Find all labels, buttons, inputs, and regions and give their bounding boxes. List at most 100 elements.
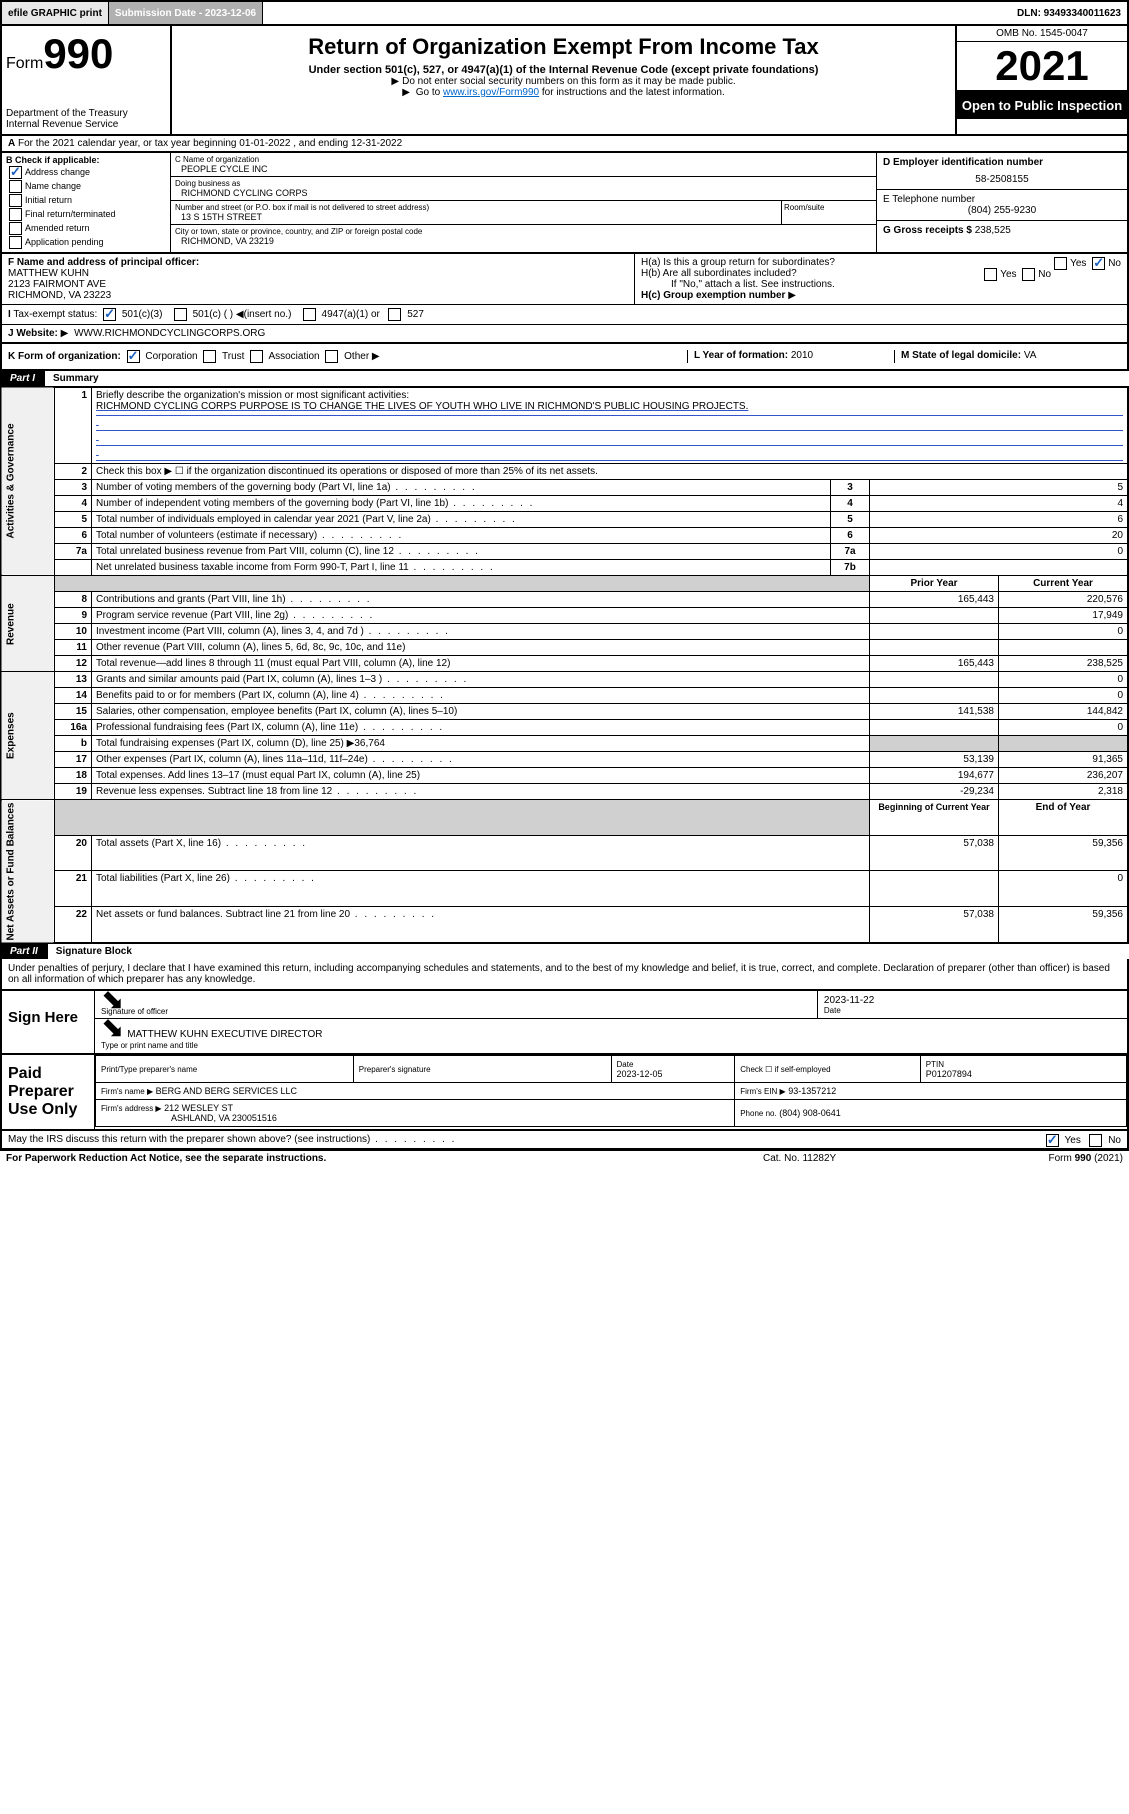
m-val: VA: [1024, 350, 1037, 361]
firm-phone: (804) 908-0641: [779, 1108, 841, 1118]
l-val: 2010: [791, 350, 813, 361]
cb-trust[interactable]: [203, 350, 216, 363]
prior-label: Prior Year: [870, 576, 999, 592]
note-link: Go to www.irs.gov/Form990 for instructio…: [176, 87, 951, 98]
i-label: Tax-exempt status:: [13, 309, 97, 320]
b-label: B Check if applicable:: [6, 155, 166, 165]
hb-yes[interactable]: [984, 268, 997, 281]
cb-527[interactable]: [388, 308, 401, 321]
q6: Total number of volunteers (estimate if …: [92, 528, 831, 544]
sig-officer-label: Signature of officer: [101, 1007, 811, 1016]
e14: Benefits paid to or for members (Part IX…: [92, 688, 870, 704]
e15: Salaries, other compensation, employee b…: [92, 704, 870, 720]
e13: Grants and similar amounts paid (Part IX…: [92, 672, 870, 688]
c-name-label: C Name of organization: [175, 155, 872, 164]
sig-date-val: 2023-11-22: [824, 995, 1121, 1006]
firm-addr2: ASHLAND, VA 230051516: [101, 1113, 277, 1123]
ha-no[interactable]: [1092, 257, 1105, 270]
note2-pre: Go to: [416, 87, 443, 98]
r9: Program service revenue (Part VIII, line…: [92, 608, 870, 624]
firm-addr-label: Firm's address ▶: [101, 1104, 162, 1113]
may-irs-yes[interactable]: [1046, 1134, 1059, 1147]
r11: Other revenue (Part VIII, column (A), li…: [92, 640, 870, 656]
a-text: For the 2021 calendar year, or tax year …: [18, 138, 402, 149]
pn22: 57,038: [870, 906, 999, 943]
pe13: [870, 672, 999, 688]
r12: Total revenue—add lines 8 through 11 (mu…: [92, 656, 870, 672]
dept-label: Department of the Treasury Internal Reve…: [6, 108, 166, 130]
c10: 0: [999, 624, 1129, 640]
pe14: [870, 688, 999, 704]
v5: 6: [870, 512, 1129, 528]
cb-name-change[interactable]: Name change: [6, 180, 166, 193]
ha-yes[interactable]: [1054, 257, 1067, 270]
may-irs-no[interactable]: [1089, 1134, 1102, 1147]
pe19: -29,234: [870, 784, 999, 800]
ce14: 0: [999, 688, 1129, 704]
j-label: Website:: [16, 328, 58, 339]
k-label: K Form of organization:: [8, 351, 121, 362]
ce16a: 0: [999, 720, 1129, 736]
dba-label: Doing business as: [175, 179, 872, 188]
omb-label: OMB No. 1545-0047: [957, 26, 1127, 42]
line-a: A For the 2021 calendar year, or tax yea…: [0, 136, 1129, 153]
cb-assoc[interactable]: [250, 350, 263, 363]
c-name-val: PEOPLE CYCLE INC: [175, 164, 872, 174]
pn20: 57,038: [870, 835, 999, 871]
submission-date: Submission Date - 2023-12-06: [109, 2, 263, 24]
blank-line: [96, 431, 1123, 446]
cb-amended[interactable]: Amended return: [6, 222, 166, 235]
d-label: D Employer identification number: [883, 157, 1121, 168]
room-label: Room/suite: [781, 201, 876, 224]
v4: 4: [870, 496, 1129, 512]
hb-no[interactable]: [1022, 268, 1035, 281]
firm-phone-label: Phone no.: [740, 1109, 776, 1118]
e19: Revenue less expenses. Subtract line 18 …: [92, 784, 870, 800]
cb-501c[interactable]: [174, 308, 187, 321]
pt-ptin: P01207894: [926, 1069, 972, 1079]
cb-corp[interactable]: [127, 350, 140, 363]
preparer-table: Print/Type preparer's name Preparer's si…: [95, 1055, 1127, 1127]
n20: Total assets (Part X, line 16): [92, 835, 870, 871]
g-label: G Gross receipts $: [883, 225, 972, 236]
paid-preparer-label: Paid Preparer Use Only: [2, 1055, 95, 1129]
q3: Number of voting members of the governin…: [92, 480, 831, 496]
cb-app-pending[interactable]: Application pending: [6, 236, 166, 249]
part2-title: Signature Block: [48, 944, 1129, 959]
part1-title: Summary: [45, 371, 1129, 386]
firm-ein: 93-1357212: [788, 1086, 836, 1096]
n21: Total liabilities (Part X, line 26): [92, 871, 870, 907]
addr-val: 13 S 15TH STREET: [175, 212, 777, 222]
efile-button[interactable]: efile GRAPHIC print: [2, 2, 109, 24]
cb-4947[interactable]: [303, 308, 316, 321]
sig-name-label: Type or print name and title: [101, 1041, 198, 1050]
q4: Number of independent voting members of …: [92, 496, 831, 512]
c11: [999, 640, 1129, 656]
q1-val: RICHMOND CYCLING CORPS PURPOSE IS TO CHA…: [96, 401, 1123, 416]
cb-initial-return[interactable]: Initial return: [6, 194, 166, 207]
pe15: 141,538: [870, 704, 999, 720]
cb-other[interactable]: [325, 350, 338, 363]
col-deg: D Employer identification number 58-2508…: [876, 153, 1127, 252]
vlabel-netassets: Net Assets or Fund Balances: [1, 800, 55, 944]
footer-right: Form 990 (2021): [963, 1153, 1123, 1164]
d-val: 58-2508155: [883, 168, 1121, 185]
form-title: Return of Organization Exempt From Incom…: [176, 34, 951, 60]
m-label: M State of legal domicile:: [901, 350, 1021, 361]
part2-label: Part II: [0, 944, 48, 959]
firm-addr: 212 WESLEY ST: [164, 1103, 233, 1113]
f-val: MATTHEW KUHN 2123 FAIRMONT AVE RICHMOND,…: [8, 268, 111, 301]
pt-check[interactable]: Check ☐ if self-employed: [740, 1065, 830, 1074]
cb-final-return[interactable]: Final return/terminated: [6, 208, 166, 221]
pt-sig-label: Preparer's signature: [359, 1065, 431, 1074]
section-bcdeg: B Check if applicable: Address change Na…: [0, 153, 1129, 254]
cb-501c3[interactable]: [103, 308, 116, 321]
p8: 165,443: [870, 592, 999, 608]
q2-label: Check this box ▶ ☐ if the organization d…: [92, 464, 1129, 480]
sign-here-label: Sign Here: [2, 991, 95, 1053]
cb-address-change[interactable]: Address change: [6, 166, 166, 179]
irs-link[interactable]: www.irs.gov/Form990: [443, 87, 539, 98]
header-right: OMB No. 1545-0047 2021 Open to Public In…: [955, 26, 1127, 134]
pt-ptin-label: PTIN: [926, 1060, 944, 1069]
sig-date-label: Date: [824, 1006, 1121, 1015]
